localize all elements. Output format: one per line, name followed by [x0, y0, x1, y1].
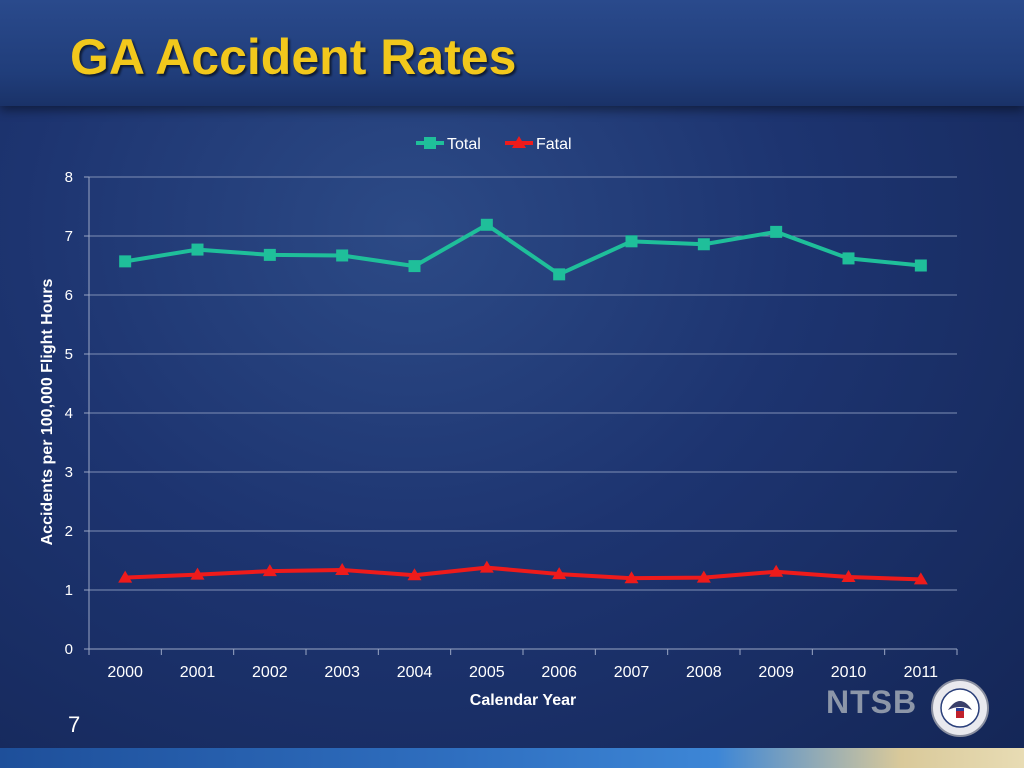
data-point-fatal — [118, 570, 133, 583]
bottom-bar — [0, 748, 1024, 768]
data-point-fatal — [479, 560, 494, 573]
data-point-total — [336, 249, 349, 262]
y-tick-label: 2 — [65, 523, 73, 540]
x-tick-label: 2004 — [397, 664, 433, 681]
data-point-total — [119, 255, 132, 268]
data-point-fatal — [624, 571, 639, 584]
x-tick-label: 2011 — [904, 664, 939, 681]
data-point-total — [625, 235, 638, 248]
axes: 0 1 2 3 4 5 6 7 8 2000 2001 2002 2003 2004 2005 2006 200… — [65, 169, 958, 681]
slide-number: 7 — [68, 712, 81, 737]
x-tick-label: 2003 — [324, 664, 360, 681]
x-axis-title: Calendar Year — [470, 692, 576, 709]
data-point-fatal — [335, 562, 350, 575]
x-tick-label: 2009 — [758, 664, 794, 681]
title-band — [0, 0, 1024, 106]
y-tick-label: 1 — [65, 582, 73, 599]
y-tick-label: 5 — [65, 346, 73, 363]
series — [118, 218, 928, 585]
data-point-fatal — [407, 568, 422, 581]
data-point-total — [842, 252, 855, 265]
y-tick-label: 6 — [65, 287, 73, 304]
legend-label-total: Total — [447, 136, 481, 153]
x-tick-label: 2005 — [469, 664, 505, 681]
data-point-total — [191, 243, 204, 256]
data-point-total — [770, 225, 783, 238]
legend-marker-fatal — [512, 136, 526, 148]
y-tick-label: 0 — [65, 641, 73, 658]
x-tick-label: 2002 — [252, 664, 288, 681]
x-tick-label: 2010 — [831, 664, 867, 681]
x-tick-label: 2001 — [180, 664, 216, 681]
data-point-total — [263, 248, 276, 261]
data-point-fatal — [696, 570, 711, 583]
ntsb-logo: NTSB — [826, 684, 918, 720]
gridlines — [89, 176, 957, 591]
data-point-fatal — [841, 570, 856, 583]
y-tick-label: 4 — [65, 405, 73, 422]
x-tick-label: 2000 — [107, 664, 143, 681]
series-line-fatal — [125, 565, 921, 582]
data-point-fatal — [913, 572, 928, 585]
x-tick-label: 2006 — [541, 664, 577, 681]
data-point-total — [697, 238, 710, 251]
data-point-fatal — [552, 567, 567, 580]
x-tick-label: 2008 — [686, 664, 722, 681]
accident-rate-chart: 0 1 2 3 4 5 6 7 8 2000 2001 2002 2003 2004 2005 2006 200… — [39, 136, 958, 709]
legend: Total Fatal — [416, 136, 572, 153]
data-point-total — [408, 260, 421, 273]
y-tick-label: 8 — [65, 169, 73, 186]
legend-marker-total — [424, 137, 436, 149]
data-point-fatal — [769, 564, 784, 577]
data-point-fatal — [262, 564, 277, 577]
y-tick-label: 3 — [65, 464, 73, 481]
data-point-total — [553, 268, 566, 281]
data-point-total — [480, 218, 493, 231]
y-axis-title: Accidents per 100,000 Flight Hours — [39, 279, 56, 546]
slide-title: GA Accident Rates — [70, 29, 517, 85]
x-tick-label: 2007 — [614, 664, 650, 681]
y-tick-label: 7 — [65, 228, 73, 245]
legend-label-fatal: Fatal — [536, 136, 572, 153]
data-point-fatal — [190, 567, 205, 580]
ntsb-seal-icon — [931, 679, 989, 737]
series-line-total — [124, 222, 922, 277]
data-point-total — [914, 259, 927, 272]
